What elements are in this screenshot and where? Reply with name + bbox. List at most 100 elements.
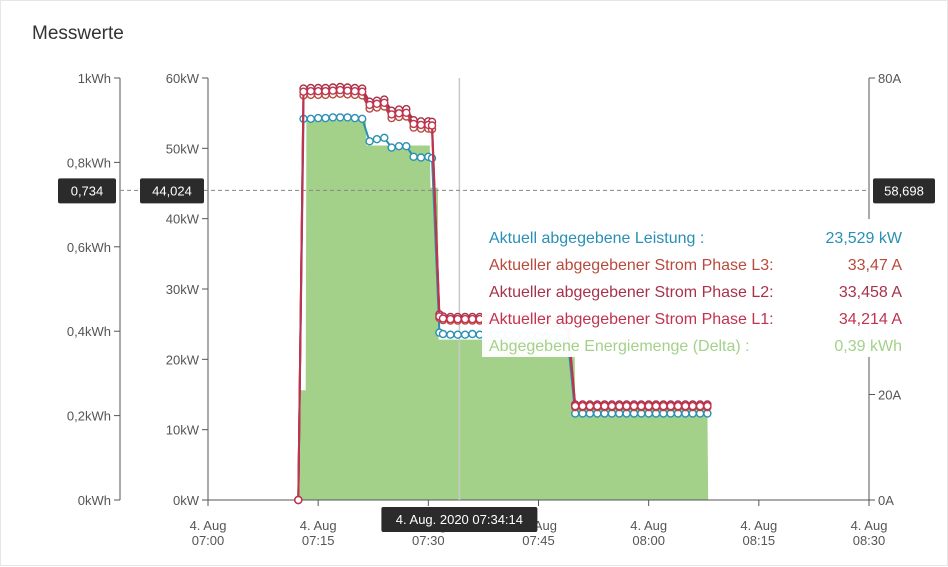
power-tick-label: 0kW [173, 493, 200, 508]
energy-area-series [298, 120, 709, 500]
l1-point [585, 401, 595, 411]
current-tick-label: 20A [878, 388, 901, 403]
energy-tick-label: 0,8kWh [67, 155, 111, 170]
power-point [306, 114, 315, 124]
tooltip-box [482, 219, 909, 357]
energy-tick-label: 1kWh [78, 71, 111, 86]
l1-point [427, 121, 437, 130]
x-tick-label-date: 4. Aug [740, 518, 777, 533]
power-point [321, 113, 330, 123]
tooltip-value: 33,458 A [839, 284, 903, 301]
power-point [446, 330, 455, 339]
l1-point [394, 109, 404, 118]
l1-point [446, 314, 455, 324]
x-tick-label-time: 08:30 [853, 533, 886, 548]
tooltip-label: Aktuell abgegebene Leistung : [489, 230, 704, 247]
l1-point [358, 87, 367, 96]
l1-point [343, 86, 352, 95]
tooltip-label: Abgegebene Energiemenge (Delta) : [489, 338, 750, 355]
l1-point [695, 401, 705, 411]
l1-point [600, 401, 609, 411]
l1-point [571, 401, 580, 411]
l1-point [336, 85, 345, 95]
l1-point [350, 86, 360, 96]
power-point [365, 137, 374, 146]
x-tick-label-date: 4. Aug [630, 518, 667, 533]
power-point [336, 113, 345, 122]
power-point [409, 152, 418, 162]
x-tick-label-time: 07:00 [192, 533, 225, 548]
crosshair-current-value-box [873, 178, 935, 204]
l1-point [468, 314, 477, 324]
l1-point [402, 108, 411, 118]
crosshair-x-label: 4. Aug. 2020 07:34:14 [396, 512, 523, 527]
power-point [438, 329, 448, 339]
energy-tick-label: 0kWh [78, 493, 111, 508]
l1-point [688, 401, 697, 411]
tooltip-value: 34,214 A [839, 311, 903, 328]
power-point [358, 114, 367, 124]
l1-point [453, 314, 462, 324]
tooltip-value: 33,47 A [848, 257, 903, 274]
power-point [402, 141, 411, 151]
l1-point [365, 100, 374, 110]
crosshair-energy-value: 0,734 [71, 183, 104, 198]
tooltip-label: Aktueller abgegebener Strom Phase L2: [489, 284, 774, 301]
l1-point [299, 87, 308, 96]
power-point [416, 153, 426, 162]
power-tick-label: 20kW [166, 352, 200, 367]
l1-point [703, 401, 712, 411]
l1-point [438, 314, 448, 323]
power-point [468, 329, 477, 339]
x-tick-label-time: 07:45 [522, 533, 555, 548]
x-tick-label-time: 07:15 [302, 533, 335, 548]
l1-point [593, 401, 602, 411]
l1-point [629, 401, 639, 411]
x-tick-label-date: 4. Aug [190, 518, 227, 533]
l1-point [306, 86, 315, 96]
l1-point [681, 401, 690, 411]
l1-point [387, 110, 396, 119]
power-point [350, 113, 360, 123]
power-tick-label: 60kW [166, 71, 200, 86]
power-point [372, 134, 382, 144]
l1-point [615, 401, 624, 411]
power-point [460, 330, 470, 339]
crosshair-power-value-box [140, 178, 204, 204]
power-tick-label: 40kW [166, 212, 200, 227]
l1-point [607, 401, 617, 411]
l1-point [637, 401, 646, 411]
energy-tick-label: 0,2kWh [67, 409, 111, 424]
l1-point [659, 401, 668, 411]
power-point [453, 330, 462, 339]
l1-point [644, 401, 653, 411]
power-point [314, 113, 323, 123]
tooltip-label: Aktueller abgegebener Strom Phase L1: [489, 311, 774, 328]
power-tick-label: 30kW [166, 282, 200, 297]
energy-tick-label: 0,4kWh [67, 324, 111, 339]
x-tick-label-time: 08:00 [632, 533, 665, 548]
l1-point [294, 495, 303, 505]
x-tick-label-time: 07:30 [412, 533, 445, 548]
l1-point [666, 401, 675, 411]
tooltip-value: 0,39 kWh [834, 338, 902, 355]
x-tick-label-time: 08:15 [743, 533, 776, 548]
power-tick-label: 50kW [166, 141, 200, 156]
power-point [394, 141, 404, 151]
l1-point [328, 86, 338, 95]
tooltip-value: 23,529 kW [826, 230, 903, 247]
l1-point [416, 120, 426, 130]
l1-point [460, 314, 470, 324]
crosshair-current-value: 58,698 [884, 183, 924, 198]
l1-point [578, 401, 587, 411]
power-point [387, 143, 396, 152]
x-tick-label-date: 4. Aug [851, 518, 888, 533]
power-tick-label: 10kW [166, 423, 200, 438]
power-point [328, 113, 338, 122]
l1-point [314, 86, 323, 96]
power-point [380, 133, 389, 143]
l1-point [372, 99, 382, 109]
l1-point [651, 401, 661, 411]
